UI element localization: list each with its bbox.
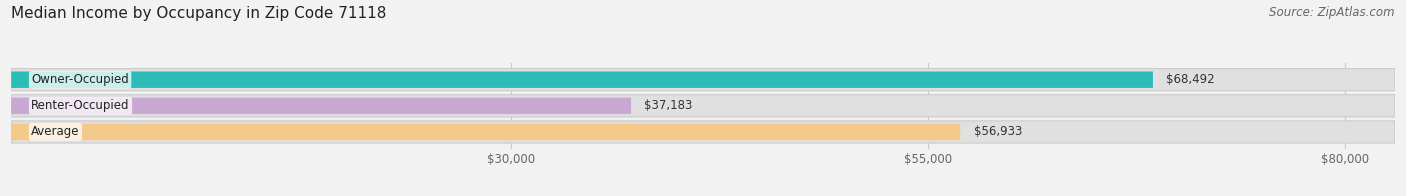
FancyBboxPatch shape bbox=[11, 69, 1395, 91]
Text: $68,492: $68,492 bbox=[1166, 73, 1215, 86]
Text: Median Income by Occupancy in Zip Code 71118: Median Income by Occupancy in Zip Code 7… bbox=[11, 6, 387, 21]
FancyBboxPatch shape bbox=[11, 72, 1153, 88]
FancyBboxPatch shape bbox=[11, 124, 960, 140]
Text: $56,933: $56,933 bbox=[973, 125, 1022, 138]
FancyBboxPatch shape bbox=[11, 95, 1395, 117]
Text: $37,183: $37,183 bbox=[644, 99, 693, 112]
Text: Source: ZipAtlas.com: Source: ZipAtlas.com bbox=[1270, 6, 1395, 19]
Text: Owner-Occupied: Owner-Occupied bbox=[31, 73, 129, 86]
FancyBboxPatch shape bbox=[11, 121, 1395, 143]
Text: Renter-Occupied: Renter-Occupied bbox=[31, 99, 129, 112]
Text: Average: Average bbox=[31, 125, 80, 138]
FancyBboxPatch shape bbox=[11, 98, 631, 114]
